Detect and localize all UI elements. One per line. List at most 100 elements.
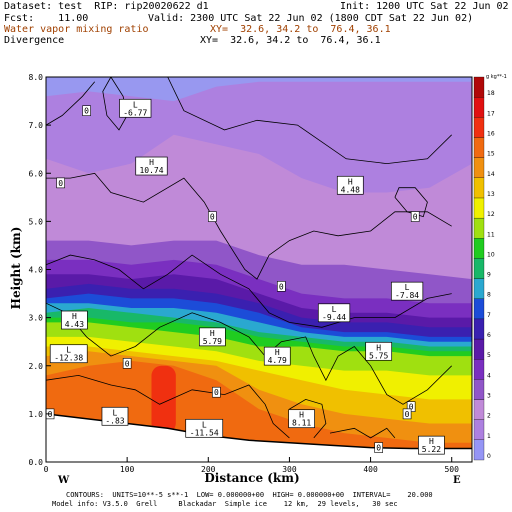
field2-name: Divergence [4,35,65,46]
extremum-box [336,175,364,195]
extremum-kind: L [133,100,138,109]
extremum-value: 8.11 [292,419,311,428]
colorbar-unit: g kg**-1 [486,74,507,80]
colorbar-tick-label: 10 [487,251,495,258]
colorbar-cell [473,318,485,340]
fcst-line: Fcst: 11.00 [4,13,89,24]
extremum-kind: H [275,348,280,357]
extremum-kind: H [299,411,304,420]
colorbar-tick-label: 5 [487,352,491,359]
colorbar-tick-label: 7 [487,312,491,319]
extremum-box [101,406,129,426]
extremum-box [185,418,224,438]
colorbar-tick-label: 14 [487,171,495,178]
y-tick-label: 5.0 [29,217,44,226]
colorbar-cell [473,298,485,320]
zero-contour-label-box [212,386,221,398]
zero-contour-label-box [122,358,132,369]
colorbar-cell [473,157,485,178]
divergence-contour [46,172,452,280]
zero-contour-label: 0 [84,107,89,116]
footer-model: Model info: V3.5.0 Grell Blackadar Simpl… [52,500,398,508]
zero-contour-label: 0 [279,282,284,291]
extremum-kind: L [332,305,337,314]
y-tick-label: 1.0 [29,410,44,419]
field1-xy: XY= 32.6, 34.2 to 76.4, 36.1 [210,24,391,35]
x-tick-label: 100 [120,465,135,474]
extremum-value: -7.84 [395,291,419,300]
extremum-box [390,281,424,301]
divergence-contour [45,81,96,126]
extremum-value: 4.79 [268,356,287,365]
x-tick-label: 300 [282,465,297,474]
zero-contour-label-box [410,211,420,222]
zero-contour-label: 0 [413,213,418,222]
colorbar-tick-label: 15 [487,151,495,158]
extremum-box [198,327,226,347]
colorbar-cell [473,399,485,420]
extremum-kind: L [405,283,410,292]
extremum-value: -.83 [105,416,124,425]
extremum-value: 4.48 [341,185,360,194]
colorbar-tick-label: 3 [487,393,491,400]
colorbar-cell [473,177,485,199]
colorbar-cell [473,117,485,138]
colorbar-tick-label: 17 [487,110,495,117]
dataset-line: Dataset: test RIP: rip20020622 d1 [4,1,209,12]
valid-line: Valid: 2300 UTC Sat 22 Jun 02 (1800 CDT … [148,13,474,24]
extremum-kind: H [376,343,381,352]
extremum-box [263,346,291,366]
extremum-kind: H [348,177,353,186]
divergence-contour [45,254,452,328]
zero-contour-label-box [208,211,217,222]
y-tick-label: 0.0 [29,458,44,467]
colorbar-tick-label: 6 [487,332,491,339]
moisture-max-cell [151,365,176,434]
zero-contour-label: 0 [214,388,219,397]
x-axis-label: Distance (km) [204,471,299,485]
extremum-value: -11.54 [190,428,219,437]
zero-contour-label-box [82,105,91,116]
colorbar-cell [473,97,485,118]
x-tick-label: 400 [363,465,378,474]
extremum-kind: L [66,346,71,355]
footer-contours: CONTOURS: UNITS=10**-5 s**-1 LOW= 0.0000… [66,491,433,499]
extremum-box [135,156,168,176]
extremum-box [61,310,88,330]
divergence-contour [45,374,290,439]
extremum-box [288,409,315,429]
zero-contour-label: 0 [376,444,381,453]
y-tick-label: 8.0 [29,73,44,82]
extremum-value: -6.77 [123,108,147,117]
extremum-kind: H [72,312,77,321]
divergence-contour [102,76,128,131]
colorbar-cell [473,278,485,299]
zero-contour-label-box [374,442,383,453]
extremum-kind: L [202,420,207,429]
colorbar-tick-label: 13 [487,191,495,198]
y-tick-label: 6.0 [29,169,44,178]
zero-contour-label: 0 [405,410,410,419]
colorbar-tick-label: 12 [487,211,495,218]
colorbar-cell [473,238,485,259]
extremum-kind: H [210,329,215,338]
extremum-value: 10.74 [139,166,163,175]
colorbar-cell [473,197,485,219]
extremum-value: 5.75 [369,351,388,360]
zero-contour-label: 0 [210,213,215,222]
divergence-contour [289,398,327,439]
extremum-value: -12.38 [54,354,83,363]
x-tick-label: 500 [444,465,459,474]
extremum-kind: L [113,408,118,417]
colorbar-tick-label: 8 [487,292,491,299]
colorbar-tick-label: 0 [487,453,491,460]
y-axis-label: Height (km) [9,227,23,310]
zero-contour-label-box [402,408,412,420]
extremum-kind: H [149,158,154,167]
colorbar-cell [473,258,485,279]
extremum-value: 4.43 [65,320,84,329]
x-tick-label: 0 [44,465,49,474]
zero-contour-label-box [56,177,65,189]
extremum-kind: H [429,437,434,446]
